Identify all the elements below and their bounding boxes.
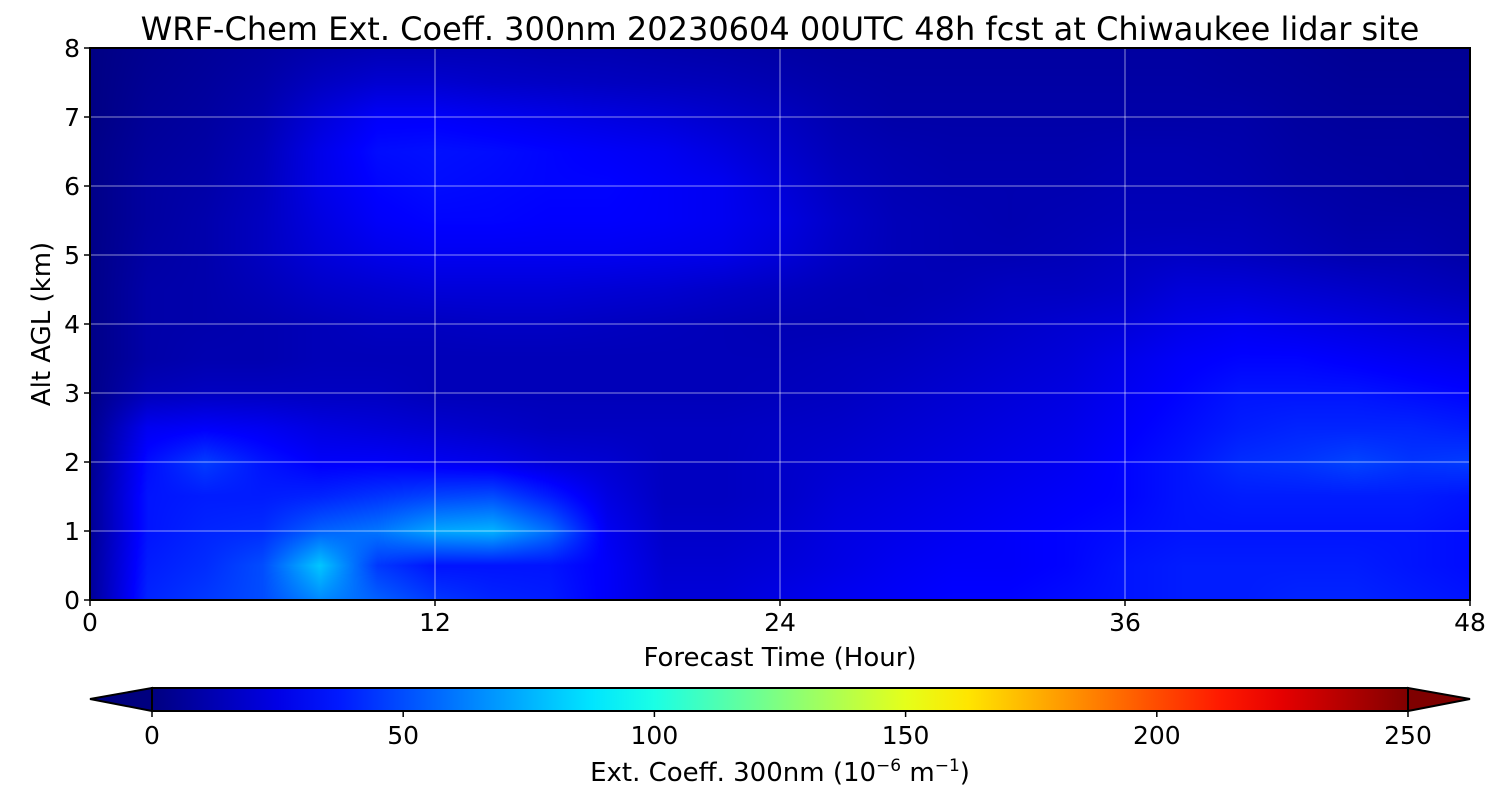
colorbar-tick-label: 50 xyxy=(387,721,419,750)
colorbar-label-exponent-1: −6 xyxy=(876,756,901,776)
y-axis: 0 1 2 3 4 5 6 7 8 xyxy=(64,34,90,615)
colorbar-tick-label: 200 xyxy=(1133,721,1181,750)
x-tick-label: 36 xyxy=(1109,608,1141,637)
colorbar-tick-label: 150 xyxy=(882,721,930,750)
x-axis-label: Forecast Time (Hour) xyxy=(643,643,916,673)
colorbar-label-end: ) xyxy=(960,758,970,788)
plot-area xyxy=(89,47,1471,601)
colorbar-label-unit: m xyxy=(901,758,935,788)
colorbar-tick-label: 250 xyxy=(1384,721,1432,750)
colorbar-tick-label: 100 xyxy=(631,721,679,750)
grid-lines xyxy=(90,48,1470,600)
y-tick-label: 2 xyxy=(64,448,80,477)
x-tick-label: 48 xyxy=(1454,608,1486,637)
y-tick-label: 1 xyxy=(64,517,80,546)
colorbar-under-arrow xyxy=(89,686,153,713)
colorbar-bar xyxy=(151,687,1409,712)
colorbar-label-exponent-2: −1 xyxy=(935,756,960,776)
y-tick-label: 6 xyxy=(64,172,80,201)
x-tick-label: 24 xyxy=(764,608,796,637)
colorbar-over-arrow xyxy=(1407,686,1471,713)
y-axis-label: Alt AGL (km) xyxy=(27,242,57,406)
y-tick-label: 3 xyxy=(64,379,80,408)
y-tick-label: 7 xyxy=(64,103,80,132)
colorbar-label: Ext. Coeff. 300nm (10−6 m−1) xyxy=(590,756,970,788)
y-tick-label: 8 xyxy=(64,34,80,63)
x-tick-label: 0 xyxy=(82,608,98,637)
colorbar: 0 50 100 150 200 250 Ext. Coeff. 300nm (10−6 … xyxy=(89,686,1471,788)
x-tick-label: 12 xyxy=(419,608,451,637)
colorbar-tick-label: 0 xyxy=(144,721,160,750)
y-tick-label: 5 xyxy=(64,241,80,270)
x-axis: 0 12 24 36 48 xyxy=(82,600,1486,637)
colorbar-ticks: 0 50 100 150 200 250 xyxy=(144,711,1432,750)
y-tick-label: 4 xyxy=(64,310,80,339)
y-tick-label: 0 xyxy=(64,586,80,615)
colorbar-label-main: Ext. Coeff. 300nm (10 xyxy=(590,758,876,788)
chart-title: WRF-Chem Ext. Coeff. 300nm 20230604 00UT… xyxy=(141,10,1420,48)
